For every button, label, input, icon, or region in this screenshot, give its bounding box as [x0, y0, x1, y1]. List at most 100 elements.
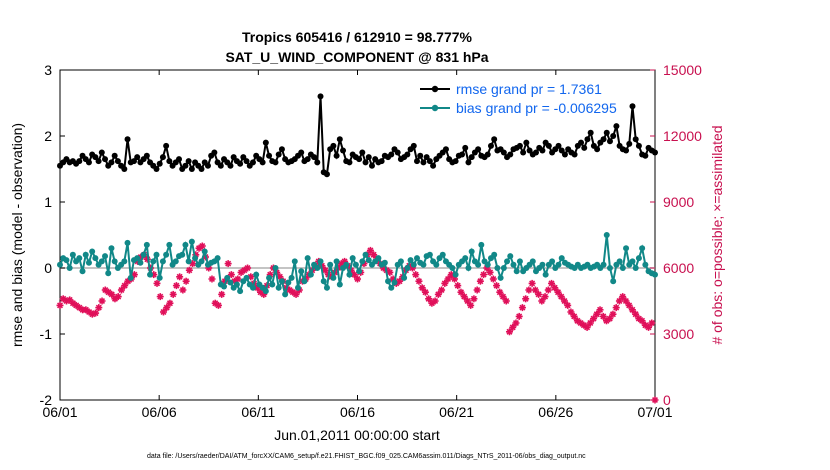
assimilated-marker — [606, 315, 614, 323]
rmse-point — [545, 142, 552, 149]
bias-point — [224, 274, 231, 281]
rmse-point — [330, 142, 337, 149]
bias-point — [494, 265, 501, 271]
bias-point — [632, 265, 639, 271]
bias-point — [227, 279, 234, 286]
assimilated-marker — [515, 312, 523, 320]
rmse-point — [414, 158, 420, 165]
assimilated-marker — [625, 301, 633, 309]
bias-point — [385, 278, 392, 285]
y-tick-label: 2 — [44, 128, 52, 144]
assimilated-marker — [244, 264, 252, 272]
assimilated-marker — [447, 271, 455, 279]
rmse-point — [410, 142, 417, 149]
y-tick-label: 3 — [44, 62, 52, 78]
bias-point — [504, 258, 511, 265]
assimilated-marker — [444, 275, 452, 283]
rmse-point — [603, 129, 610, 136]
assimilated-marker — [496, 288, 504, 296]
bias-point — [558, 255, 565, 262]
bias-point — [452, 271, 459, 278]
bias-point — [79, 268, 86, 275]
bias-point — [420, 261, 427, 268]
assimilated-marker — [590, 315, 598, 323]
rmse-point — [166, 158, 173, 165]
assimilated-marker — [635, 315, 643, 323]
bias-point — [468, 248, 475, 255]
legend-bias-label: bias grand pr = -0.006295 — [456, 100, 617, 116]
assimilated-marker — [292, 290, 300, 298]
bias-point — [253, 271, 260, 278]
bias-point — [143, 241, 150, 248]
bias-point — [555, 261, 562, 268]
plot-area — [59, 69, 656, 401]
assimilated-marker — [460, 293, 468, 301]
bias-point — [462, 255, 469, 262]
bias-point — [365, 257, 372, 264]
assimilated-marker — [166, 299, 174, 307]
rmse-point — [584, 136, 591, 143]
rmse-point — [198, 166, 205, 172]
rmse-point — [124, 136, 131, 143]
assimilated-marker — [512, 319, 520, 327]
bias-point — [307, 271, 314, 278]
bias-point — [102, 253, 109, 260]
assimilated-marker — [438, 286, 446, 294]
bias-point — [188, 238, 195, 245]
rmse-point — [365, 154, 372, 161]
y-right-tick-label: 6000 — [663, 260, 694, 276]
assimilated-marker — [182, 277, 190, 285]
bias-point — [127, 274, 134, 281]
assimilated-marker — [648, 319, 656, 327]
bias-point — [484, 261, 491, 268]
bias-point — [381, 259, 388, 266]
bias-point — [629, 258, 636, 265]
bias-point — [266, 274, 273, 281]
bias-point — [343, 261, 350, 268]
rmse-point — [111, 152, 118, 159]
assimilated-marker — [457, 288, 465, 296]
rmse-point — [459, 151, 466, 158]
rmse-point — [298, 149, 305, 156]
assimilated-marker — [341, 257, 349, 265]
rmse-point — [606, 138, 613, 145]
bias-point — [542, 271, 549, 278]
assimilated-marker — [480, 271, 488, 279]
rmse-point — [417, 152, 424, 159]
y-right-axis-label: # of obs: o=possible; ×=assimilated — [709, 125, 725, 344]
bias-point — [539, 261, 546, 268]
assimilated-marker — [454, 282, 462, 290]
assimilated-marker — [415, 277, 423, 285]
rmse-point — [143, 152, 150, 159]
rmse-point — [243, 158, 250, 165]
assimilated-marker — [476, 277, 484, 285]
assimilated-marker — [651, 396, 659, 404]
assimilated-marker — [632, 310, 640, 318]
bias-point — [237, 288, 244, 295]
rmse-point — [623, 147, 630, 154]
bias-point — [327, 261, 334, 268]
rmse-point — [217, 162, 224, 169]
assimilated-marker — [615, 297, 623, 305]
bias-point — [635, 255, 642, 262]
rmse-point — [629, 103, 636, 110]
rmse-point — [266, 152, 273, 159]
bias-point — [529, 258, 536, 265]
bias-point — [192, 255, 199, 262]
rmse-point — [346, 159, 353, 166]
assimilated-marker — [234, 275, 242, 283]
y-right-tick-label: 9000 — [663, 194, 694, 210]
bias-point — [76, 255, 83, 262]
assimilated-marker — [622, 297, 630, 305]
rmse-point — [356, 156, 363, 163]
assimilated-marker — [354, 275, 361, 283]
bias-point — [414, 255, 420, 262]
rmse-point — [426, 158, 433, 165]
bias-point — [269, 281, 276, 288]
rmse-point — [388, 151, 395, 158]
rmse-point — [484, 151, 491, 158]
assimilated-marker — [502, 297, 510, 305]
rmse-point — [359, 149, 366, 156]
rmse-point — [475, 146, 482, 153]
bias-point — [111, 258, 118, 265]
